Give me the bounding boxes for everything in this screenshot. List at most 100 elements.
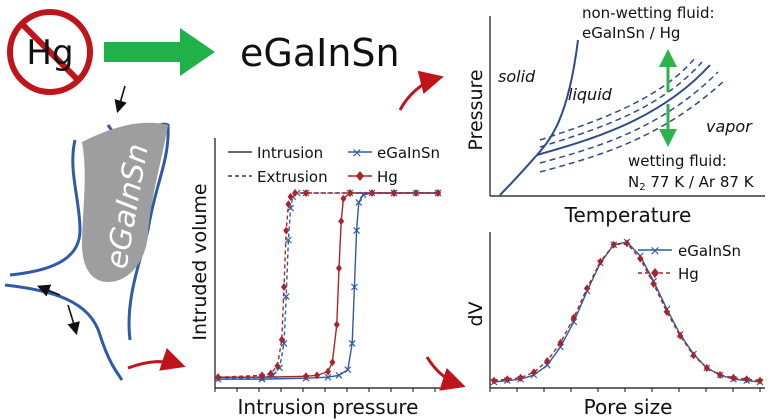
psd-legend-hg-marker-icon bbox=[651, 268, 659, 278]
psd-x-label: Pore size bbox=[584, 395, 673, 419]
wetting-gas-subscript: 2 bbox=[639, 182, 645, 193]
region-liquid-label: liquid bbox=[568, 85, 613, 104]
intrusion-hg-point-3-3 bbox=[274, 361, 281, 370]
egainsn-title: eGaInSn bbox=[240, 31, 400, 75]
shifted-curve-up-2 bbox=[539, 57, 696, 141]
psd-hg-point-1-12 bbox=[650, 280, 657, 288]
legend-intrusion-label: Intrusion bbox=[257, 144, 323, 162]
intrusion-hg-point-3-6 bbox=[283, 226, 290, 235]
intrusion-hg-point-3-9 bbox=[292, 189, 298, 197]
intrusion-series-hg-dashed bbox=[217, 192, 438, 378]
prohibition-slash-icon bbox=[19, 21, 81, 83]
psd-series-hg bbox=[493, 242, 761, 382]
psd-hg-point-1-17 bbox=[717, 371, 724, 379]
intrusion-hg-point-3-12 bbox=[391, 189, 397, 197]
psd-hg-point-1-9 bbox=[610, 240, 617, 249]
psd-legend-egainsn-marker-icon: × bbox=[650, 244, 661, 259]
flow-arrow-down-icon bbox=[67, 304, 80, 336]
intrusion-hg-point-1-8 bbox=[338, 217, 345, 226]
psd-y-label: dV bbox=[465, 301, 487, 326]
intrusion-hg-point-1-4 bbox=[325, 367, 331, 376]
intrusion-series-egainsn-solid bbox=[218, 192, 438, 380]
psd-hg-point-1-5 bbox=[557, 338, 564, 347]
intrusion-x-label: Intrusion pressure bbox=[238, 395, 419, 419]
psd-hg-point-1-14 bbox=[677, 331, 684, 340]
sublimation-curve bbox=[499, 154, 538, 196]
psd-hg-point-1-11 bbox=[637, 254, 644, 263]
legend-hg-marker-icon bbox=[356, 171, 364, 181]
intrusion-egainsn-point-0-3 bbox=[324, 373, 332, 381]
psd-hg-point-1-0 bbox=[491, 376, 497, 385]
shifted-curve-down-1 bbox=[539, 71, 719, 164]
psd-egainsn-point-0-4 bbox=[543, 361, 551, 369]
liquid-metal-fill bbox=[82, 122, 168, 282]
intrusion-hg-point-1-6 bbox=[333, 320, 340, 329]
intrusion-hg-point-3-13 bbox=[435, 189, 441, 197]
psd-hg-point-1-16 bbox=[703, 364, 710, 372]
nonwetting-label-line1: non-wetting fluid: bbox=[582, 4, 715, 22]
intrusion-hg-point-1-5 bbox=[329, 358, 336, 367]
psd-hg-point-1-3 bbox=[530, 368, 537, 377]
intrusion-egainsn-point-0-6 bbox=[348, 339, 356, 347]
flow-arrow-in-icon bbox=[114, 85, 127, 114]
arrow-to-intrusion-chart-icon bbox=[127, 347, 186, 371]
replace-arrow-icon bbox=[104, 28, 215, 76]
psd-hg-point-1-10 bbox=[624, 239, 630, 248]
psd-hg-point-1-15 bbox=[690, 351, 697, 360]
intrusion-hg-point-3-0 bbox=[215, 373, 221, 382]
nonwetting-label-line2: eGaInSn / Hg bbox=[582, 24, 680, 42]
intrusion-hg-point-3-4 bbox=[278, 335, 285, 344]
psd-chart: dV Pore size × eGaInSn Hg bbox=[465, 232, 765, 419]
intrusion-egainsn-point-0-8 bbox=[353, 227, 361, 235]
pore-wall-left-lower bbox=[4, 283, 124, 381]
phase-x-label: Temperature bbox=[564, 203, 692, 227]
region-vapor-label: vapor bbox=[706, 117, 753, 136]
wetting-gas-rest: 77 K / Ar 87 K bbox=[646, 173, 755, 191]
intrusion-hg-point-3-1 bbox=[259, 371, 265, 380]
legend-egainsn-marker-icon: × bbox=[352, 146, 363, 161]
intrusion-hg-point-3-5 bbox=[281, 283, 287, 291]
intrusion-hg-point-1-2 bbox=[303, 372, 309, 381]
vaporization-curve bbox=[536, 64, 711, 156]
psd-legend-hg-label: Hg bbox=[678, 265, 699, 283]
psd-series-egainsn bbox=[493, 241, 761, 383]
psd-hg-point-1-7 bbox=[584, 284, 591, 293]
intrusion-egainsn-point-0-4 bbox=[335, 371, 343, 379]
intrusion-hg-point-1-3 bbox=[314, 371, 320, 380]
psd-hg-point-1-4 bbox=[544, 357, 551, 365]
intrusion-hg-point-3-7 bbox=[285, 200, 292, 209]
psd-legend: × eGaInSn Hg bbox=[638, 242, 741, 283]
psd-hg-point-1-8 bbox=[597, 257, 604, 266]
psd-egainsn-point-0-6 bbox=[570, 318, 578, 326]
intrusion-hg-point-3-8 bbox=[287, 192, 294, 201]
arrow-to-phase-diagram-icon bbox=[398, 70, 444, 111]
intrusion-legend: Intrusion Extrusion × eGaInSn Hg bbox=[228, 144, 440, 186]
intrusion-hg-point-1-7 bbox=[336, 264, 342, 273]
intrusion-series-egainsn-dashed bbox=[217, 192, 438, 380]
region-solid-label: solid bbox=[498, 67, 536, 86]
pore-wall-left-upper bbox=[9, 139, 82, 277]
psd-hg-point-1-1 bbox=[504, 375, 511, 384]
legend-egainsn-label: eGaInSn bbox=[377, 144, 440, 162]
intrusion-egainsn-point-0-7 bbox=[350, 283, 358, 291]
intrusion-hg-point-3-11 bbox=[347, 189, 353, 197]
wetting-gas-n: N bbox=[628, 173, 639, 191]
intrusion-egainsn-point-0-9 bbox=[355, 198, 363, 206]
intrusion-series-hg-solid bbox=[218, 192, 438, 378]
intrusion-hg-point-3-2 bbox=[267, 369, 274, 378]
psd-hg-point-1-19 bbox=[743, 375, 750, 384]
psd-hg-point-1-13 bbox=[663, 308, 670, 316]
psd-hg-point-1-2 bbox=[517, 373, 524, 382]
intrusion-y-label: Intruded volume bbox=[189, 183, 211, 340]
legend-extrusion-label: Extrusion bbox=[257, 168, 328, 186]
wetting-label-line2: N2 77 K / Ar 87 K bbox=[628, 173, 755, 193]
phase-y-label: Pressure bbox=[465, 69, 487, 150]
prohibition-circle-icon bbox=[7, 9, 93, 95]
arrow-to-psd-chart-icon bbox=[425, 356, 466, 391]
legend-hg-label: Hg bbox=[377, 168, 398, 186]
psd-hg-point-1-6 bbox=[570, 313, 577, 322]
no-hg-symbol: Hg bbox=[7, 9, 93, 95]
psd-hg-point-1-20 bbox=[757, 376, 763, 385]
phase-diagram: Pressure Temperature solid liquid vapor … bbox=[465, 4, 765, 227]
